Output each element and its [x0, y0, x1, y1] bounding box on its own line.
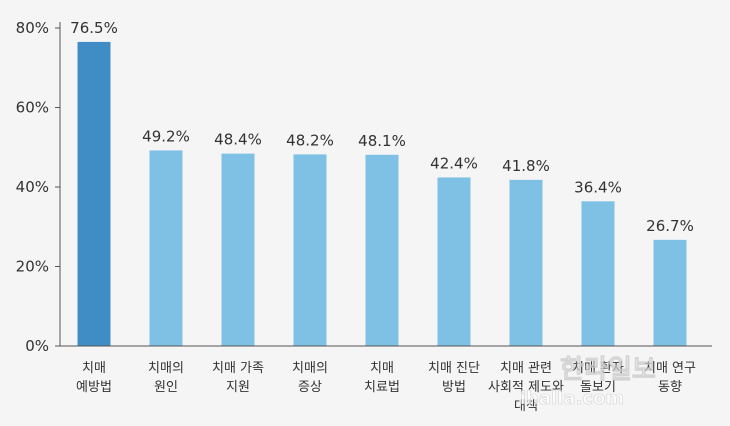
bar	[149, 150, 183, 346]
y-tick-label: 60%	[16, 99, 49, 117]
bar	[77, 41, 111, 346]
bar	[293, 154, 327, 346]
bar-value-label: 76.5%	[70, 19, 118, 37]
category-label: 돌보기	[580, 380, 616, 395]
bar-value-label: 48.1%	[358, 132, 406, 150]
watermark-line1: 한라일보	[560, 355, 656, 385]
bar-value-label: 48.2%	[286, 131, 334, 149]
category-label: 치매 가족	[212, 361, 264, 376]
category-label: 치매 환자	[572, 361, 624, 376]
bar	[221, 153, 255, 346]
category-label: 동향	[658, 380, 682, 395]
bar	[437, 177, 471, 346]
category-label: 치매	[370, 361, 394, 376]
category-label: 치료법	[364, 380, 400, 395]
category-label: 방법	[442, 380, 466, 395]
category-label: 치매 진단	[428, 361, 480, 376]
category-label: 대책	[514, 399, 538, 414]
category-label: 치매의	[292, 361, 328, 376]
bar-value-label: 41.8%	[502, 157, 550, 175]
bar	[581, 201, 615, 346]
bar	[653, 239, 687, 346]
category-label: 치매 연구	[644, 361, 696, 376]
category-label: 치매의	[148, 361, 184, 376]
category-label: 예방법	[76, 380, 112, 395]
category-label: 지원	[226, 380, 250, 395]
category-label: 치매 관련	[500, 361, 552, 376]
watermark: 한라일보 ihalla.com	[520, 355, 657, 410]
bar-value-label: 36.4%	[574, 178, 622, 196]
bar-value-label: 49.2%	[142, 127, 190, 145]
category-label: 증상	[298, 380, 322, 395]
category-label: 사회적 제도와	[488, 380, 564, 395]
y-tick-label: 0%	[25, 337, 49, 355]
category-label: 원인	[154, 380, 178, 395]
bar	[365, 154, 399, 346]
value-labels: 76.5% 49.2% 48.4% 48.2% 48.1% 42.4% 41.8% 36.4%…	[70, 19, 694, 235]
y-tick-label: 80%	[16, 19, 49, 37]
y-tick-label: 40%	[16, 178, 49, 196]
bar-value-label: 26.7%	[646, 217, 694, 235]
y-axis: 0% 20% 40% 60% 80%	[16, 19, 61, 355]
bar-value-label: 48.4%	[214, 131, 262, 149]
bar-value-label: 42.4%	[430, 154, 478, 172]
bars	[77, 41, 687, 346]
category-label: 치매	[82, 361, 106, 376]
y-tick-label: 20%	[16, 258, 49, 276]
watermark-line2: ihalla.com	[520, 388, 624, 409]
bar	[509, 179, 543, 346]
